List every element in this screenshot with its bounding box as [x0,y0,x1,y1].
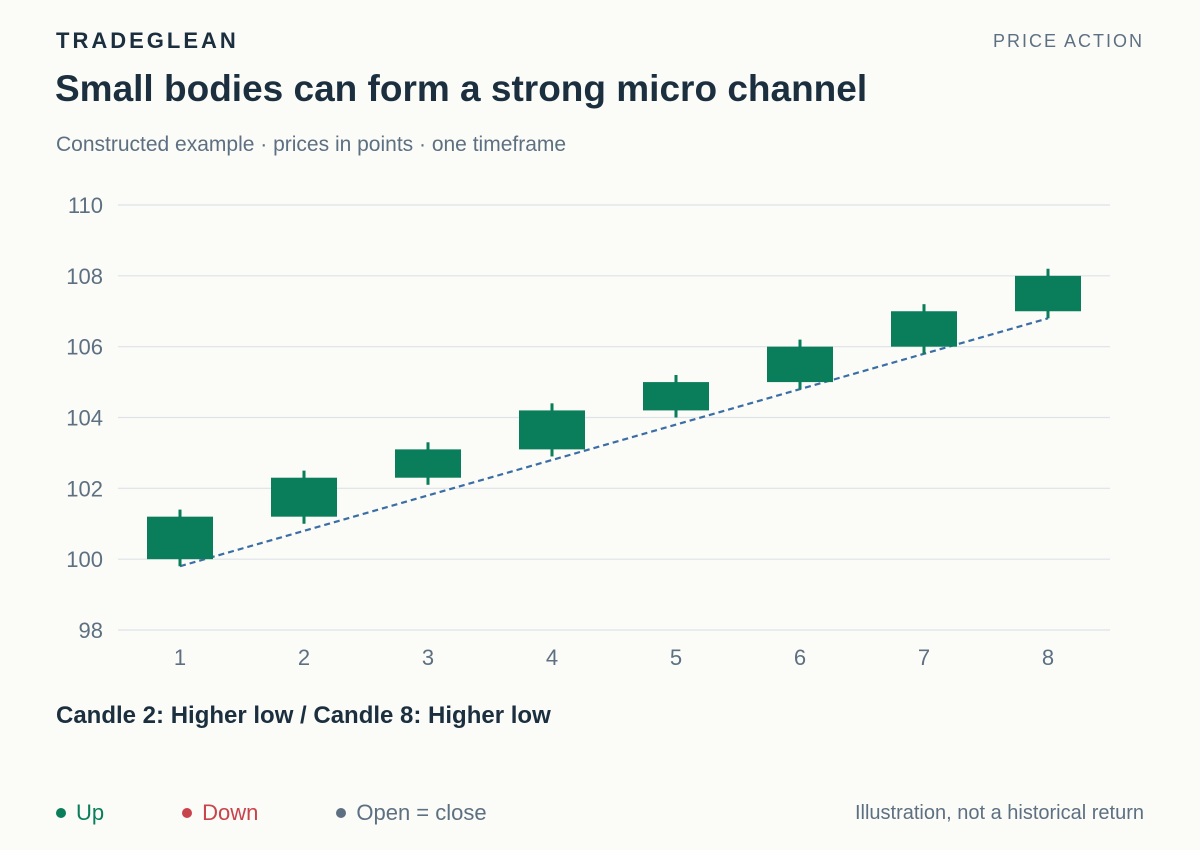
legend: Up Down Open = close [56,800,565,826]
x-tick-label-6: 6 [794,645,806,670]
legend-item-up: Up [56,800,104,826]
y-tick-label-98: 98 [79,618,103,643]
candle-body-2 [271,477,337,517]
trendline [179,317,1049,568]
legend-dot-up [56,808,66,818]
x-tick-label-1: 1 [174,645,186,670]
y-tick-label-106: 106 [66,335,103,360]
y-tick-label-100: 100 [66,547,103,572]
x-tick-label-3: 3 [422,645,434,670]
chart-annotation: Candle 2: Higher low / Candle 8: Higher … [56,702,551,729]
candle-body-5 [643,382,709,411]
brand-name: TRADEGLEAN [56,28,239,53]
chart-title: Small bodies can form a strong micro cha… [55,68,868,109]
legend-dot-flat [336,808,347,818]
y-tick-label-102: 102 [66,476,103,501]
candle-body-4 [519,410,585,450]
candle-body-1 [147,516,213,560]
legend-dot-down [182,808,193,818]
candle-body-3 [395,449,461,478]
x-tick-label-8: 8 [1042,645,1054,670]
legend-label-flat: Open = close [356,800,487,825]
chart-subtitle: Constructed example · prices in points ·… [56,133,567,156]
y-tick-label-110: 110 [68,193,103,218]
section-label: PRICE ACTION [992,31,1144,51]
x-tick-label-5: 5 [670,645,682,670]
legend-label-down: Down [202,800,259,825]
x-tick-label-4: 4 [546,645,558,670]
legend-item-open-equals-close: Open = close [336,800,487,826]
y-tick-label-108: 108 [66,264,103,289]
candle-body-8 [1015,275,1081,312]
footnote: Illustration, not a historical return [854,802,1144,824]
legend-item-down: Down [182,800,258,826]
x-tick-label-7: 7 [918,645,930,670]
candlestick-chart: 98 100 102 104 106 108 110 1 2 3 4 5 6 7 8 [66,193,1110,670]
candle-body-7 [891,311,957,347]
y-tick-label-104: 104 [66,406,103,431]
x-tick-label-2: 2 [298,645,310,670]
candle-body-6 [767,346,833,383]
legend-label-up: Up [76,800,105,825]
